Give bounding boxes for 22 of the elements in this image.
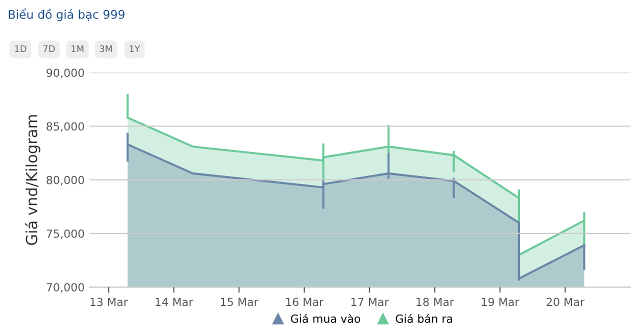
text: 1Y — [130, 45, 140, 52]
text: 1D — [15, 45, 26, 52]
y-tick-label: 85,000 — [46, 122, 84, 132]
y-tick-label: 70,000 — [46, 283, 84, 293]
x-tick-label: 20 Mar — [546, 298, 584, 306]
y-axis-title: Giá vnd/Kilogram — [24, 115, 40, 245]
legend-label: Giá mua vào — [290, 314, 360, 323]
text: 7D — [43, 45, 55, 52]
x-tick-label: 19 Mar — [482, 298, 520, 306]
text: 1M — [72, 45, 84, 52]
legend-label: Giá bán ra — [396, 314, 452, 323]
y-tick-label: 90,000 — [46, 68, 84, 78]
text: 3M — [100, 45, 112, 52]
x-tick-label: 18 Mar — [416, 298, 454, 306]
x-tick-label: 14 Mar — [156, 298, 194, 306]
x-tick-label: 17 Mar — [351, 298, 389, 306]
x-tick-label: 16 Mar — [286, 298, 324, 306]
y-tick-label: 80,000 — [46, 176, 84, 186]
chart-title: Biểu đồ giá bạc 999 — [8, 8, 124, 22]
x-tick-label: 15 Mar — [220, 298, 258, 306]
x-tick-label: 13 Mar — [90, 298, 128, 306]
y-tick-label: 75,000 — [46, 229, 84, 239]
